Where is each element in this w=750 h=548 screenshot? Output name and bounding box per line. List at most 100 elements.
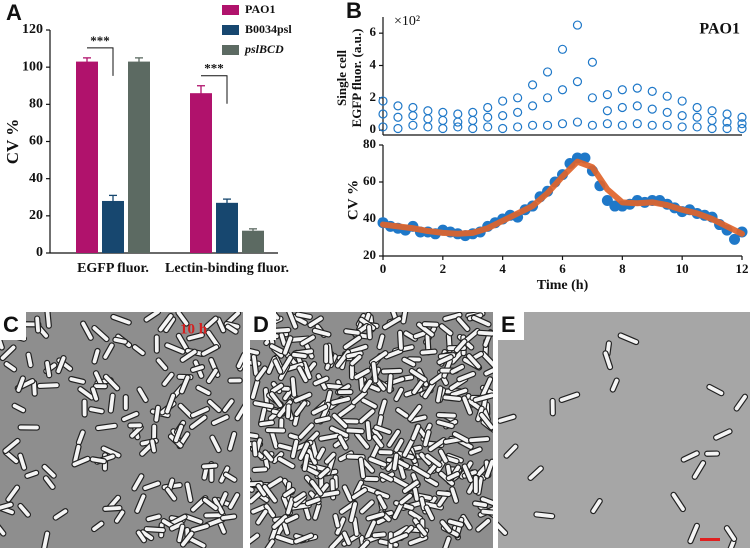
cell (268, 391, 284, 409)
point (737, 112, 747, 122)
cell (723, 525, 738, 543)
point (557, 85, 568, 95)
point (393, 123, 403, 134)
cell (168, 520, 185, 532)
cell (188, 414, 208, 430)
cell (122, 393, 129, 412)
cell (251, 466, 269, 474)
cell (376, 494, 388, 511)
cell (470, 314, 492, 328)
cell (0, 501, 14, 512)
cell (687, 522, 701, 545)
cell (411, 464, 431, 480)
significance-bracket (87, 47, 114, 76)
point (647, 86, 657, 96)
cell (282, 486, 296, 499)
cell (393, 437, 405, 453)
cell (293, 532, 315, 545)
cell (251, 440, 259, 458)
cell (313, 415, 332, 425)
significance-label: *** (204, 61, 224, 76)
cell (17, 424, 41, 431)
cell (376, 333, 386, 351)
cell (311, 327, 332, 338)
cell (449, 486, 460, 504)
panel-label: D (253, 312, 269, 337)
cell (142, 480, 162, 492)
cell (254, 365, 268, 382)
cell (498, 413, 517, 424)
cell (189, 364, 206, 373)
point (677, 122, 687, 132)
point (677, 96, 687, 106)
cell (210, 414, 230, 427)
cell (91, 347, 101, 365)
point (617, 85, 627, 95)
cell (255, 508, 269, 526)
cell (308, 478, 324, 497)
cell (336, 434, 349, 451)
cell (205, 367, 219, 385)
point (737, 123, 747, 134)
y-tick-label: 6 (370, 24, 377, 39)
cell (476, 329, 493, 337)
point (662, 107, 672, 117)
strain-label: PAO1 (699, 21, 740, 38)
cells (0, 312, 243, 548)
cell (179, 530, 195, 548)
cell (80, 320, 94, 341)
cell (227, 377, 243, 384)
cell (224, 323, 239, 335)
cell (439, 519, 453, 534)
point (707, 106, 717, 116)
y-axis-label: EGFP fluor. (a.u.) (349, 29, 364, 128)
cell (189, 406, 211, 419)
point (513, 122, 523, 132)
y-tick-label: 100 (22, 59, 43, 74)
cell (461, 463, 474, 484)
cell (358, 499, 375, 515)
cell (393, 386, 405, 403)
y-axis-label: CV % (3, 119, 22, 165)
cell (370, 360, 379, 384)
y-tick-label: 60 (29, 134, 43, 149)
point (527, 120, 538, 130)
cell (407, 403, 423, 422)
cell (479, 496, 493, 508)
cell (353, 367, 372, 381)
point (423, 114, 433, 124)
point (438, 123, 448, 134)
legend-swatch (222, 45, 239, 55)
cell (419, 348, 438, 356)
cell (472, 392, 493, 404)
cell (149, 438, 158, 454)
cell (91, 520, 105, 533)
bar (242, 230, 264, 253)
cell (153, 404, 162, 423)
cell (143, 525, 166, 534)
bar (190, 93, 212, 253)
cell (609, 377, 620, 393)
cell (250, 431, 260, 440)
cell (296, 365, 309, 384)
y-tick-label: 0 (370, 121, 377, 136)
point (587, 93, 598, 103)
cell (164, 342, 186, 355)
cell (602, 350, 614, 371)
cell (456, 370, 477, 383)
cell (365, 511, 386, 522)
point (542, 67, 553, 77)
cell (437, 448, 449, 464)
legend-label: B0034psl (245, 22, 292, 36)
cell (713, 428, 733, 441)
cell (478, 411, 493, 431)
cell (43, 359, 53, 379)
cell (294, 312, 313, 321)
cell (401, 479, 420, 495)
y-axis-label: Single cell (334, 50, 349, 106)
cell (304, 496, 322, 507)
cell (310, 403, 329, 416)
point (378, 96, 388, 106)
cell (312, 375, 330, 387)
point (602, 106, 612, 116)
